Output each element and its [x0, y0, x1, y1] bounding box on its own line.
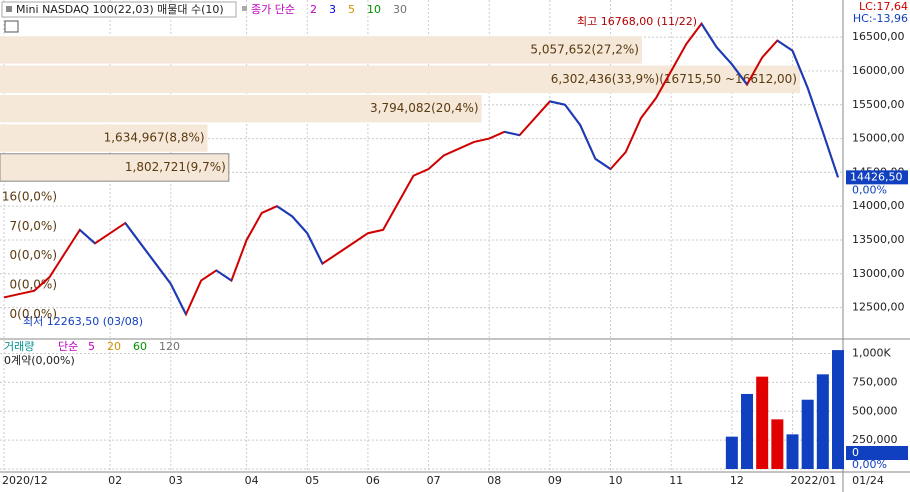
y-tick-label: 12500,00: [852, 301, 905, 314]
ma-label: 종가 단순: [251, 3, 295, 16]
x-tick-label: 11: [669, 474, 683, 487]
down-segment: [791, 50, 809, 89]
down-segment: [579, 124, 597, 160]
legend-entry: 30: [393, 3, 407, 16]
down-segment: [169, 283, 187, 315]
x-tick-label: 10: [609, 474, 623, 487]
profile-bar: [0, 153, 230, 182]
volume-note: 0계약(0,00%): [4, 353, 75, 367]
volume-bar: [725, 436, 738, 469]
y-tick-label: 14000,00: [852, 199, 905, 212]
down-segment: [700, 23, 718, 48]
x-tick-label: 07: [427, 474, 441, 487]
chart-title: Mini NASDAQ 100(22,03) 매물대 수(10): [16, 3, 224, 16]
y-tick-label: 16500,00: [852, 30, 905, 43]
down-segment: [821, 131, 839, 178]
title-box: [1, 1, 237, 18]
grid-icon[interactable]: [4, 20, 19, 33]
x-tick-label: 04: [245, 474, 259, 487]
down-segment: [215, 269, 233, 282]
profile-label: 0(0,0%): [10, 248, 57, 262]
down-segment: [154, 263, 172, 285]
y-tick-label: 13500,00: [852, 233, 905, 246]
last-volume-box: [846, 446, 908, 460]
legend-entry: 3: [329, 3, 336, 16]
legend-entry: 20: [107, 340, 121, 353]
volume-bar: [801, 399, 814, 469]
profile-label: 0(0,0%): [10, 278, 57, 292]
legend-entry: 120: [159, 340, 180, 353]
down-segment: [124, 222, 142, 244]
x-tick-label: 12: [730, 474, 744, 487]
legend-entry: 10: [367, 3, 381, 16]
profile-label: 16(0,0%): [2, 189, 57, 203]
y-tick-label: 250,000: [852, 433, 898, 446]
down-segment: [776, 39, 794, 52]
down-segment: [549, 100, 566, 106]
profile-label: 1,634,967(8,8%): [104, 131, 205, 145]
y-tick-label: 1,000K: [852, 347, 891, 360]
x-tick-label: 02: [108, 474, 122, 487]
profile-bar: [0, 94, 482, 123]
volume-bar: [771, 419, 784, 469]
min-note: 최저 12263,50 (03/08): [23, 315, 143, 328]
y-tick-label: 15000,00: [852, 132, 905, 145]
down-segment: [276, 205, 293, 218]
down-segment: [715, 46, 733, 65]
volume-ma-label: 단순: [58, 340, 78, 353]
x-tick-label: 2022/01: [791, 474, 837, 487]
x-tick-label: 2020/12: [2, 474, 48, 487]
lc-label: LC:17,64: [859, 0, 908, 13]
legend-entry: 5: [88, 340, 95, 353]
profile-bar: [0, 124, 208, 152]
down-segment: [504, 130, 520, 137]
y-tick-label: 15500,00: [852, 98, 905, 111]
last-change: 0,00%: [852, 183, 887, 196]
volume-bar: [741, 393, 754, 469]
down-segment: [564, 104, 582, 126]
volume-title: 거래량: [4, 340, 34, 353]
profile-label: 0(0,0%): [10, 307, 57, 321]
volume-bar: [816, 374, 829, 469]
x-tick-label: 09: [548, 474, 562, 487]
last-volume-change: 0,00%: [852, 458, 887, 471]
down-segment: [306, 232, 324, 265]
volume-bar: [756, 376, 769, 469]
profile-bar: [0, 36, 642, 64]
legend-entry: 2: [310, 3, 317, 16]
x-tick-label: 06: [366, 474, 380, 487]
x-tick-label: 05: [305, 474, 319, 487]
volume-bar: [786, 434, 799, 469]
legend-entry: 5: [348, 3, 355, 16]
down-segment: [139, 242, 157, 265]
y-tick-label: 13000,00: [852, 267, 905, 280]
last-price: 14426,50: [850, 170, 903, 183]
y-tick-label: 750,000: [852, 375, 898, 388]
last-price-box: [846, 170, 908, 185]
down-segment: [79, 229, 96, 245]
last-volume: 0: [852, 446, 859, 459]
cursor-date: 01/24: [852, 474, 884, 487]
down-segment: [291, 215, 309, 234]
profile-label: 3,794,082(20,4%): [370, 101, 479, 115]
volume-bar: [832, 350, 844, 469]
x-tick-label: 08: [487, 474, 501, 487]
y-tick-label: 500,000: [852, 404, 898, 417]
icon: [6, 6, 12, 12]
profile-label: 5,057,652(27,2%): [530, 42, 639, 56]
legend-entry: 60: [133, 340, 147, 353]
y-tick-label: 16000,00: [852, 64, 905, 77]
hc-label: HC:-13,96: [853, 12, 908, 25]
max-note: 최고 16768,00 (11/22): [577, 15, 697, 28]
down-segment: [731, 63, 748, 86]
profile-label: 1,802,721(9,7%): [125, 160, 226, 174]
down-segment: [806, 87, 824, 133]
x-tick-label: 03: [169, 474, 183, 487]
icon: [242, 6, 247, 11]
profile-label: 7(0,0%): [10, 219, 57, 233]
profile-label: 6,302,436(33,9%)(16715,50 ~16612,00): [551, 72, 797, 86]
down-segment: [594, 158, 612, 170]
